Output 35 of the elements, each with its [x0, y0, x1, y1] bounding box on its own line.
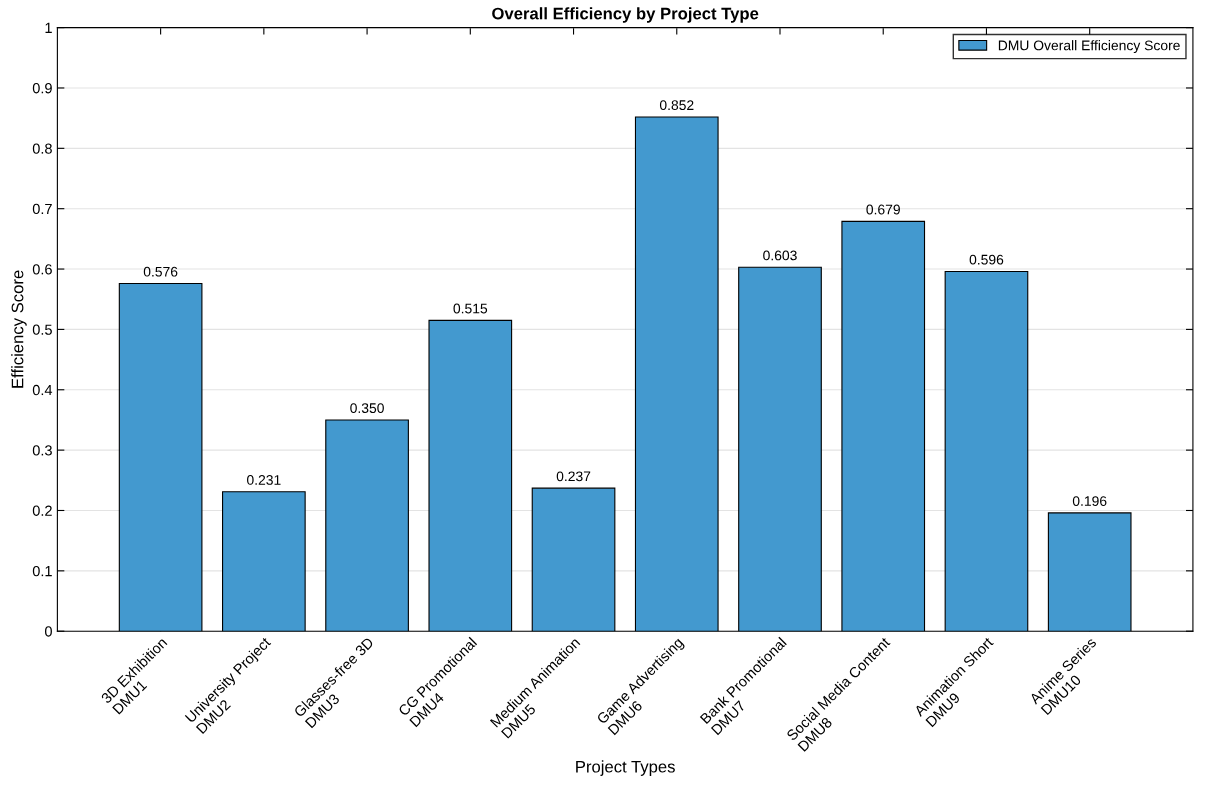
y-axis-title: Efficiency Score [11, 270, 27, 388]
x-axis-title: Project Types [576, 760, 675, 776]
data-label: 0.515 [453, 303, 488, 314]
y-tick-label: 0.8 [32, 143, 52, 154]
bar [738, 266, 822, 632]
bar [1047, 512, 1132, 632]
y-tick-label: 0.4 [32, 384, 53, 396]
bar [428, 319, 513, 632]
y-tick-label: 0.2 [32, 505, 52, 516]
bar [944, 270, 1029, 632]
data-label: 0.576 [143, 266, 178, 277]
y-tick-label: 0 [44, 626, 52, 637]
legend-label: DMU Overall Efficiency Score [998, 40, 1180, 54]
y-tick-label: 1 [45, 22, 52, 33]
data-label: 0.852 [659, 100, 694, 111]
data-label: 0.596 [969, 254, 1004, 265]
data-label: 0.237 [556, 471, 591, 482]
bar [841, 220, 926, 632]
bar [531, 487, 616, 632]
data-label: 0.231 [247, 475, 281, 485]
y-tick-label: 0.6 [32, 264, 52, 275]
bar [118, 282, 203, 632]
bar [634, 116, 719, 632]
data-label: 0.679 [866, 204, 900, 215]
y-tick-label: 0.3 [32, 445, 52, 456]
bar [325, 419, 409, 632]
chart-title: Overall Efficiency by Project Type [492, 7, 759, 23]
bar [222, 491, 306, 632]
data-label: 0.196 [1072, 496, 1107, 506]
y-tick-label: 0.1 [32, 565, 52, 577]
y-tick-label: 0.9 [32, 83, 52, 94]
y-tick-label: 0.7 [32, 203, 52, 215]
y-tick-label: 0.5 [32, 324, 52, 335]
data-label: 0.603 [763, 250, 797, 261]
data-label: 0.350 [350, 403, 384, 414]
